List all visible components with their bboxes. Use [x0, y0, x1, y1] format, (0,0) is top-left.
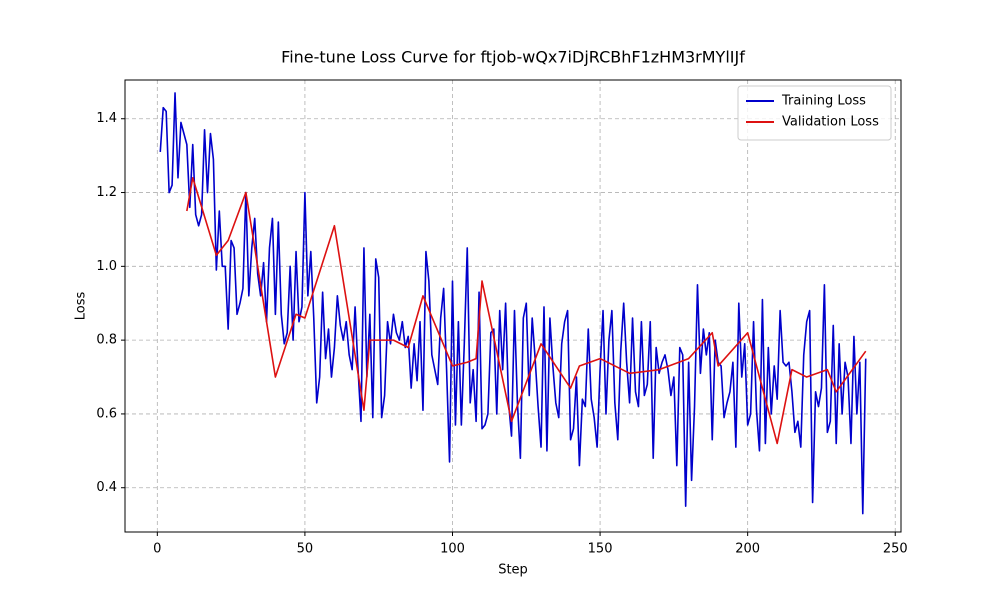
- y-tick-label: 0.8: [96, 333, 117, 348]
- y-tick-label: 0.4: [96, 480, 117, 495]
- x-tick-label: 250: [883, 542, 908, 557]
- x-tick-label: 100: [440, 542, 465, 557]
- x-tick-label: 0: [153, 542, 161, 557]
- x-tick-label: 150: [588, 542, 613, 557]
- y-tick-label: 0.6: [96, 406, 117, 421]
- chart-title: Fine-tune Loss Curve for ftjob-wQx7iDjRC…: [281, 48, 745, 67]
- legend-box: [737, 85, 892, 141]
- y-axis-label: Loss: [74, 292, 89, 321]
- series-line: [186, 176, 867, 445]
- y-tick-label: 1.2: [96, 185, 117, 200]
- y-tick-label: 1.4: [96, 111, 117, 126]
- legend-label: Training Loss: [781, 94, 866, 109]
- plot-area: [159, 92, 867, 515]
- series-line: [159, 92, 867, 515]
- plot-frame: [124, 79, 902, 533]
- grid: [125, 80, 901, 532]
- legend-label: Validation Loss: [782, 115, 879, 130]
- y-tick-label: 1.0: [96, 259, 117, 274]
- x-tick-label: 200: [735, 542, 760, 557]
- legend: Training Loss Validation Loss: [737, 85, 892, 141]
- x-tick-label: 50: [297, 542, 314, 557]
- x-axis-label: Step: [498, 563, 528, 578]
